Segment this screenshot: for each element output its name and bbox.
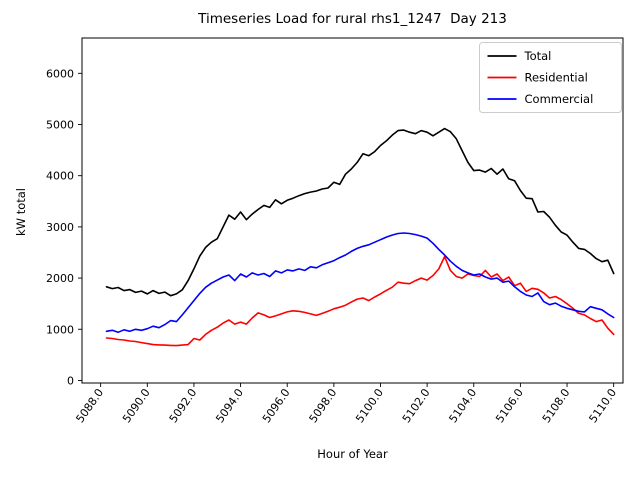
x-tick-label: 5088.0 — [73, 386, 106, 425]
y-tick-label: 6000 — [46, 67, 74, 80]
x-tick-label: 5104.0 — [446, 386, 479, 425]
legend-entry-label: Residential — [525, 71, 588, 85]
x-tick-label: 5098.0 — [307, 386, 340, 425]
x-tick-label: 5092.0 — [167, 386, 200, 425]
series-line-commercial — [105, 232, 615, 334]
x-tick-label: 5110.0 — [586, 386, 619, 425]
x-tick-label: 5090.0 — [120, 386, 153, 425]
y-tick-label: 3000 — [46, 221, 74, 234]
x-tick-label: 5108.0 — [540, 386, 573, 425]
x-tick-label: 5102.0 — [400, 386, 433, 425]
y-tick-label: 0 — [67, 374, 74, 387]
legend-entry-label: Commercial — [525, 92, 594, 106]
legend-entry-label: Total — [524, 49, 552, 63]
x-tick-label: 5096.0 — [260, 386, 293, 425]
x-axis-label: Hour of Year — [317, 447, 388, 461]
x-tick-label: 5106.0 — [493, 386, 526, 425]
y-tick-label: 5000 — [46, 119, 74, 132]
y-tick-label: 4000 — [46, 170, 74, 183]
y-tick-label: 2000 — [46, 272, 74, 285]
series-line-residential — [105, 255, 615, 347]
y-axis-label: kW total — [14, 188, 28, 236]
axes-frame — [81, 37, 624, 384]
y-tick-label: 1000 — [46, 323, 74, 336]
x-tick-label: 5094.0 — [213, 386, 246, 425]
legend-box — [479, 42, 622, 113]
chart-title: Timeseries Load for rural rhs1_1247 Day … — [198, 11, 507, 27]
x-tick-label: 5100.0 — [353, 386, 386, 425]
series-line-total — [105, 127, 615, 297]
